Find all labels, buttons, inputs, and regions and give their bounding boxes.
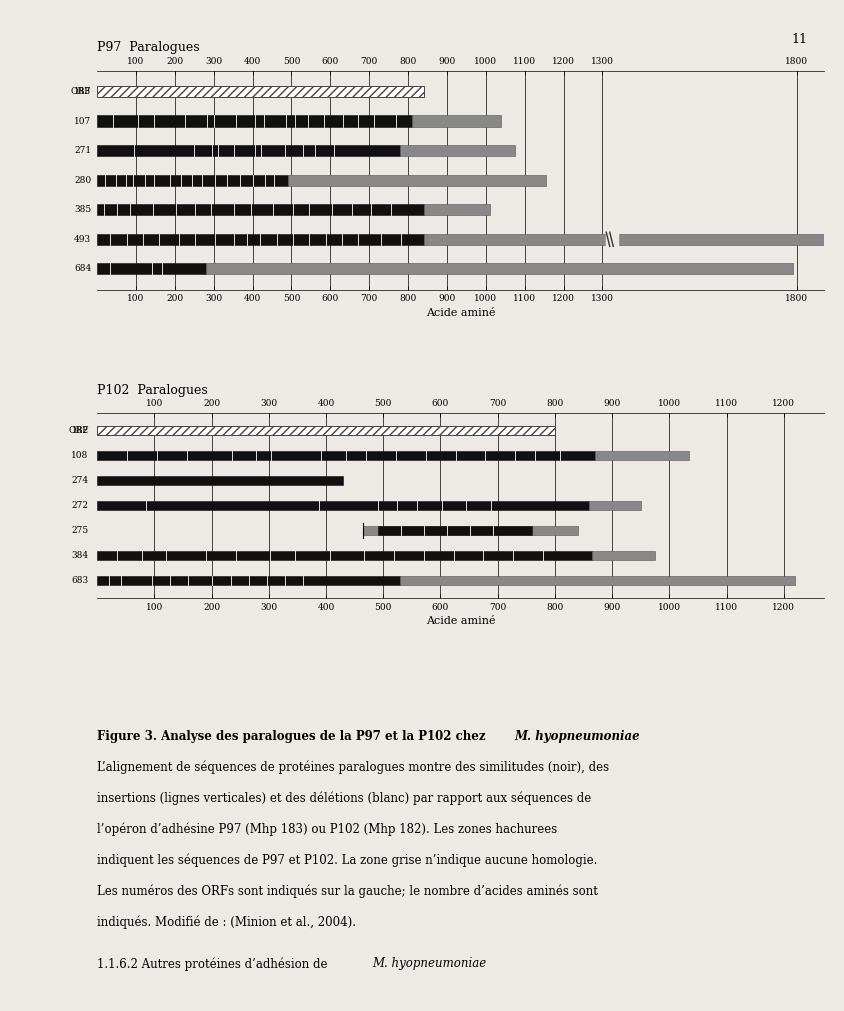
- Text: 108: 108: [71, 451, 89, 460]
- Text: 275: 275: [71, 526, 89, 535]
- Text: 271: 271: [74, 147, 91, 155]
- Bar: [97, 551, 592, 560]
- Bar: [423, 204, 489, 215]
- Text: 272: 272: [72, 501, 89, 510]
- Bar: [412, 115, 500, 126]
- Text: ORF: ORF: [71, 87, 91, 96]
- Text: ORF: ORF: [68, 426, 89, 435]
- Text: 384: 384: [72, 551, 89, 560]
- Text: indiqués. Modifié de : (Minion et al., 2004).: indiqués. Modifié de : (Minion et al., 2…: [97, 915, 356, 929]
- Text: Les numéros des ORFs sont indiqués sur la gauche; le nombre d’acides aminés sont: Les numéros des ORFs sont indiqués sur l…: [97, 885, 598, 898]
- Text: P102  Paralogues: P102 Paralogues: [97, 383, 208, 396]
- Bar: [423, 234, 605, 245]
- Bar: [97, 115, 412, 126]
- Bar: [617, 234, 823, 245]
- X-axis label: Acide aminé: Acide aminé: [425, 616, 495, 626]
- Text: 385: 385: [74, 205, 91, 214]
- Text: M. hyopneumoniae: M. hyopneumoniae: [514, 730, 639, 743]
- Bar: [287, 175, 545, 186]
- Text: L’alignement de séquences de protéines paralogues montre des similitudes (noir),: L’alignement de séquences de protéines p…: [97, 760, 609, 774]
- Text: 183: 183: [74, 87, 91, 96]
- Bar: [400, 145, 514, 157]
- X-axis label: Acide aminé: Acide aminé: [425, 307, 495, 317]
- Text: M. hyopneumoniae: M. hyopneumoniae: [371, 957, 485, 971]
- Bar: [97, 263, 206, 274]
- Bar: [97, 175, 287, 186]
- Text: 274: 274: [72, 476, 89, 485]
- Text: 684: 684: [74, 264, 91, 273]
- Text: 280: 280: [74, 176, 91, 185]
- Text: 11: 11: [790, 33, 806, 47]
- Bar: [97, 500, 588, 511]
- Bar: [97, 145, 400, 157]
- Bar: [97, 576, 400, 585]
- Text: indiquent les séquences de P97 et P102. La zone grise n’indique aucune homologie: indiquent les séquences de P97 et P102. …: [97, 853, 597, 867]
- Text: P97  Paralogues: P97 Paralogues: [97, 41, 199, 55]
- Bar: [594, 451, 689, 460]
- Bar: [97, 476, 343, 485]
- Bar: [97, 426, 555, 435]
- Bar: [363, 526, 577, 535]
- Bar: [206, 263, 792, 274]
- Bar: [97, 86, 423, 97]
- Text: 493: 493: [74, 235, 91, 244]
- Bar: [592, 551, 654, 560]
- Bar: [588, 500, 640, 511]
- Text: insertions (lignes verticales) et des délétions (blanc) par rapport aux séquence: insertions (lignes verticales) et des dé…: [97, 792, 591, 805]
- Text: 683: 683: [72, 576, 89, 585]
- Bar: [97, 451, 594, 460]
- Text: 107: 107: [74, 116, 91, 125]
- Bar: [377, 526, 532, 535]
- Bar: [97, 234, 423, 245]
- Bar: [400, 576, 794, 585]
- Text: 1.1.6.2 Autres protéines d’adhésion de: 1.1.6.2 Autres protéines d’adhésion de: [97, 957, 331, 971]
- Bar: [97, 204, 423, 215]
- Text: 182: 182: [72, 426, 89, 435]
- Text: Figure 3. Analyse des paralogues de la P97 et la P102 chez: Figure 3. Analyse des paralogues de la P…: [97, 730, 490, 743]
- Text: l’opéron d’adhésine P97 (Mhp 183) ou P102 (Mhp 182). Les zones hachurees: l’opéron d’adhésine P97 (Mhp 183) ou P10…: [97, 823, 557, 836]
